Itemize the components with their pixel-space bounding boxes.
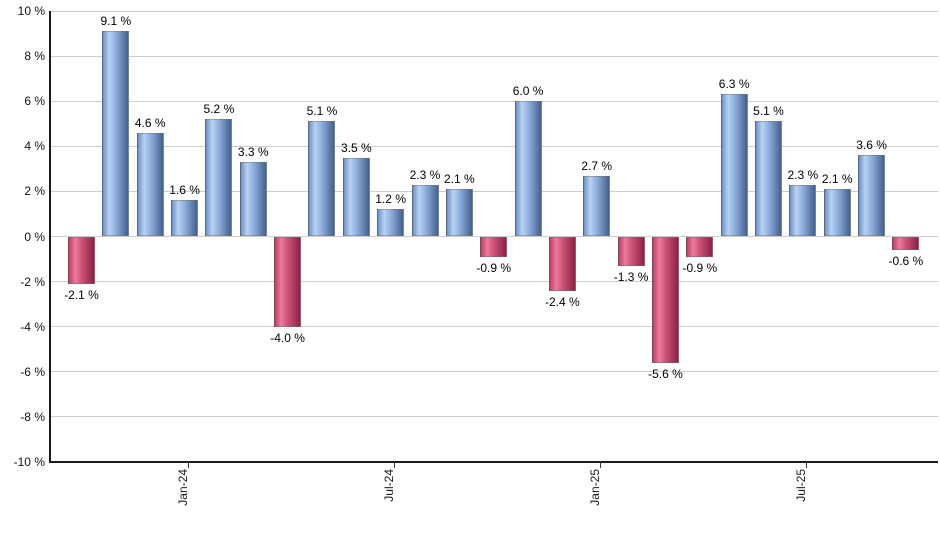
bar-Aug-24: [411, 184, 439, 237]
y-axis-tick-label: -10 %: [13, 455, 45, 469]
x-axis-tick-label: Jan-25: [587, 469, 602, 506]
bar-value-label: 5.2 %: [203, 102, 235, 117]
gridline--8: [50, 416, 938, 418]
x-axis-tick: [805, 461, 807, 468]
bar-value-label: 9.1 %: [100, 14, 132, 29]
bar-Jul-24: [377, 209, 405, 237]
gridline-6: [50, 100, 938, 102]
bar-Feb-25: [617, 236, 645, 266]
bar-value-label: 2.1 %: [444, 172, 475, 187]
bar-value-label: 6.0 %: [512, 84, 544, 99]
bar-Sep-25: [858, 155, 886, 237]
bar-Feb-24: [205, 119, 233, 237]
y-axis-tick-label: 0 %: [24, 229, 45, 244]
y-axis-tick-label: 10 %: [17, 4, 45, 18]
bar-May-24: [308, 121, 336, 237]
bar-Dec-23: [136, 132, 164, 237]
y-axis-line: [49, 11, 51, 463]
bar-Mar-24: [239, 162, 267, 237]
x-axis-tick: [187, 461, 189, 468]
bar-value-label: -0.9 %: [682, 260, 718, 275]
bar-value-label: -4.0 %: [270, 330, 305, 345]
bar-value-label: 2.3 %: [409, 167, 441, 182]
bar-value-label: 1.2 %: [375, 192, 406, 207]
bar-Dec-24: [548, 236, 576, 291]
y-axis-tick-label: -2 %: [20, 274, 45, 289]
bar-value-label: 6.3 %: [718, 77, 750, 92]
bar-value-label: 2.3 %: [787, 167, 819, 182]
gridline--6: [50, 371, 938, 373]
bar-Jan-25: [583, 175, 611, 237]
bar-Nov-23: [102, 31, 130, 237]
bar-Oct-25: [892, 236, 920, 251]
bar-value-label: 5.1 %: [753, 104, 784, 119]
gridline--4: [50, 326, 938, 328]
bar-value-label: 2.7 %: [581, 158, 613, 173]
bar-Nov-24: [514, 101, 542, 237]
bar-Apr-24: [274, 236, 302, 327]
gridline--2: [50, 281, 938, 283]
bar-value-label: -2.4 %: [545, 294, 580, 309]
bar-Jan-24: [171, 200, 199, 237]
bar-value-label: -5.6 %: [648, 366, 683, 381]
y-axis-tick-label: -6 %: [20, 364, 45, 379]
y-axis-tick-label: 6 %: [24, 94, 45, 109]
bar-Sep-24: [445, 189, 473, 237]
bar-value-label: 4.6 %: [134, 115, 166, 130]
bar-May-25: [720, 94, 748, 237]
bar-Jun-24: [342, 157, 370, 237]
bar-value-label: 3.6 %: [856, 138, 887, 153]
y-axis-tick-label: 2 %: [24, 184, 45, 199]
bar-Oct-24: [480, 236, 508, 257]
x-axis-tick: [393, 461, 395, 468]
y-axis-tick-label: 8 %: [24, 49, 45, 64]
bar-Aug-25: [823, 189, 851, 237]
bar-value-label: -2.1 %: [64, 287, 99, 302]
bar-value-label: -0.9 %: [476, 260, 512, 275]
x-axis-tick: [599, 461, 601, 468]
y-axis-tick-label: 4 %: [24, 139, 45, 154]
gridline-2: [50, 190, 938, 192]
bar-Jun-25: [755, 121, 782, 237]
bar-value-label: 3.5 %: [340, 140, 372, 155]
x-axis-tick-label: Jul-24: [381, 469, 396, 502]
x-axis-line: [50, 461, 938, 463]
y-axis-tick-label: -8 %: [20, 409, 45, 424]
bar-Mar-25: [651, 236, 679, 363]
bar-value-label: -0.6 %: [888, 254, 924, 269]
x-axis-tick-label: Jul-25: [793, 469, 808, 502]
bar-value-label: 5.1 %: [306, 104, 338, 119]
bar-Oct-23: [68, 236, 95, 284]
bar-value-label: 1.6 %: [169, 183, 200, 198]
gridline-10: [50, 10, 938, 12]
x-axis-tick-label: Jan-24: [175, 469, 190, 506]
bar-value-label: 3.3 %: [237, 145, 269, 160]
gridline-4: [50, 145, 938, 147]
gridline-8: [50, 55, 938, 57]
y-axis-tick-label: -4 %: [20, 319, 45, 334]
bar-value-label: -1.3 %: [613, 269, 649, 284]
bar-Jul-25: [789, 184, 817, 237]
bar-Apr-25: [686, 236, 714, 257]
bar-value-label: 2.1 %: [821, 172, 853, 187]
